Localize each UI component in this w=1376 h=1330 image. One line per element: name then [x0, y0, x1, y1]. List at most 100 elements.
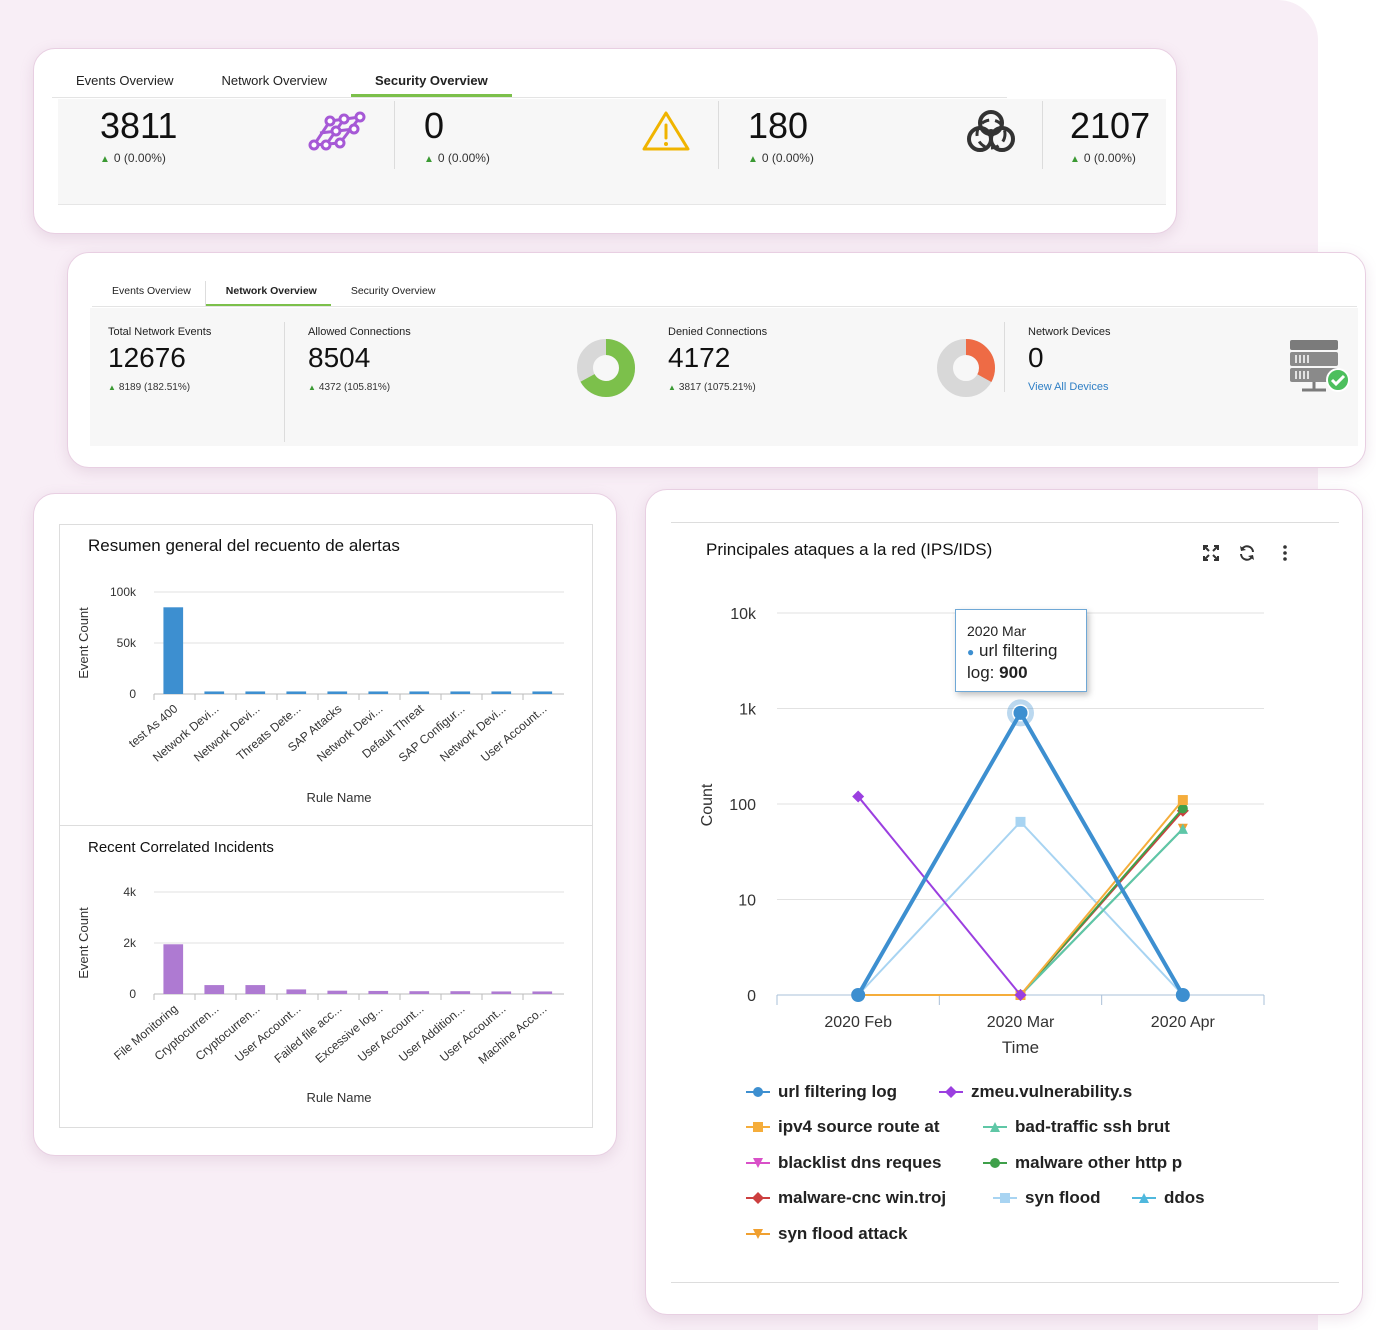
series-0[interactable]: [851, 705, 1190, 1002]
attacks-line-chart[interactable]: Count 0 10 100 1k 10k 2020 Feb 2020 Mar 2020 Apr…: [686, 590, 1326, 1070]
tab-events-overview[interactable]: Events Overview: [76, 73, 174, 88]
legend-label: ipv4 source route at: [778, 1117, 940, 1136]
x-axis-label: Time: [1002, 1038, 1039, 1057]
network-overview-card: Events Overview Network Overview Securit…: [67, 252, 1366, 468]
legend-item[interactable]: malware other http p: [983, 1153, 1182, 1173]
devices-label: Network Devices: [1028, 326, 1111, 338]
series-1[interactable]: [852, 790, 1027, 1001]
denied-delta: ▲ 3817 (1075.21%): [668, 382, 756, 393]
denied-label: Denied Connections: [668, 326, 768, 338]
total-events-value[interactable]: 12676: [108, 342, 186, 373]
security-metrics: 3811 ▲ 0 (0.00%) 0 ▲ 0 (0.00%): [58, 99, 1166, 205]
denied-slice[interactable]: [937, 339, 995, 397]
tab-security-overview[interactable]: Security Overview: [351, 67, 512, 97]
bar[interactable]: [163, 607, 184, 694]
kebab-menu-icon[interactable]: [1280, 544, 1290, 562]
card-divider-bottom: [671, 1282, 1339, 1283]
legend-item[interactable]: url filtering log: [746, 1082, 897, 1102]
biohazard-icon: [967, 110, 1015, 152]
data-point[interactable]: [1177, 795, 1188, 806]
x-tick-label: 2020 Feb: [824, 1014, 892, 1031]
bar[interactable]: [491, 991, 512, 994]
view-all-devices-link[interactable]: View All Devices: [1028, 381, 1109, 393]
bar[interactable]: [163, 944, 184, 994]
bar[interactable]: [204, 985, 225, 994]
series-line[interactable]: [856, 708, 1185, 996]
tab-network-overview[interactable]: Network Overview: [221, 73, 328, 88]
metric-delta: ▲ 0 (0.00%): [100, 151, 166, 165]
data-point[interactable]: [1015, 816, 1026, 827]
bar[interactable]: [368, 990, 389, 994]
tab-security-overview[interactable]: Security Overview: [350, 285, 436, 297]
bar[interactable]: [286, 989, 307, 994]
data-point[interactable]: [852, 790, 865, 803]
bar[interactable]: [245, 691, 266, 694]
allowed-value[interactable]: 8504: [308, 342, 371, 373]
bar[interactable]: [409, 991, 430, 994]
legend-marker-icon: [983, 1122, 1007, 1132]
bar[interactable]: [450, 991, 471, 994]
metric-delta: ▲ 0 (0.00%): [1070, 151, 1136, 165]
y-tick-label: 0: [747, 988, 756, 1005]
series-7[interactable]: [853, 816, 1188, 1000]
bar[interactable]: [204, 691, 225, 694]
legend-item[interactable]: syn flood: [993, 1188, 1101, 1208]
card-divider-top: [671, 522, 1339, 523]
bar[interactable]: [532, 991, 553, 994]
legend-marker-icon: [993, 1193, 1017, 1203]
tab-events-overview[interactable]: Events Overview: [92, 281, 206, 307]
legend-item[interactable]: zmeu.vulnerability.s: [939, 1082, 1132, 1102]
data-point[interactable]: [1014, 989, 1027, 1001]
series-line[interactable]: [858, 799, 1184, 996]
legend-item[interactable]: malware-cnc win.troj: [746, 1188, 946, 1208]
series-line[interactable]: [857, 795, 1022, 996]
bar[interactable]: [245, 985, 266, 994]
data-point[interactable]: [1013, 705, 1028, 720]
x-tick-label: 2020 Mar: [987, 1014, 1055, 1031]
refresh-icon[interactable]: [1238, 544, 1256, 562]
bar[interactable]: [532, 691, 553, 694]
bar[interactable]: [409, 691, 430, 694]
allowed-slice[interactable]: [577, 339, 635, 397]
y-tick-label: 10k: [730, 606, 757, 623]
metric-warnings[interactable]: 0 ▲ 0 (0.00%): [398, 99, 718, 205]
metric-events[interactable]: 3811 ▲ 0 (0.00%): [58, 99, 398, 205]
legend-item[interactable]: bad-traffic ssh brut: [983, 1117, 1170, 1137]
metric-threats[interactable]: 180 ▲ 0 (0.00%): [722, 99, 1042, 205]
expand-icon[interactable]: [1202, 544, 1220, 562]
charts-divider: [59, 825, 593, 826]
metric-value: 180: [748, 105, 809, 146]
allowed-donut-chart[interactable]: [576, 338, 636, 398]
x-tick-label: 2020 Apr: [1151, 1014, 1216, 1031]
network-attacks-card: Principales ataques a la red (IPS/IDS) C…: [645, 489, 1363, 1315]
bar[interactable]: [327, 990, 348, 994]
x-axis-label: Rule Name: [306, 790, 371, 805]
denied-value[interactable]: 4172: [668, 342, 731, 373]
y-tick-label: 2k: [123, 936, 137, 950]
legend-item[interactable]: ddos: [1132, 1188, 1205, 1208]
legend-item[interactable]: blacklist dns reques: [746, 1153, 941, 1173]
data-point[interactable]: [851, 988, 866, 1002]
tab-network-overview[interactable]: Network Overview: [205, 281, 331, 307]
bar[interactable]: [491, 691, 512, 694]
alert-charts-card: Resumen general del recuento de alertas …: [33, 493, 617, 1156]
data-point[interactable]: [1177, 803, 1188, 814]
bar[interactable]: [368, 691, 389, 694]
data-point[interactable]: [1175, 988, 1190, 1002]
metric-incidents[interactable]: 2107 ▲ 0 (0.00%): [1046, 99, 1166, 205]
bar[interactable]: [450, 691, 471, 694]
y-tick-label: 0: [129, 687, 136, 701]
denied-donut-chart[interactable]: [936, 338, 996, 398]
legend-item[interactable]: ipv4 source route at: [746, 1117, 940, 1137]
bar[interactable]: [327, 691, 348, 694]
legend-marker-icon: [746, 1087, 770, 1097]
legend-marker-icon: [1132, 1193, 1156, 1203]
hover-halo: [1007, 699, 1034, 727]
series-line[interactable]: [1019, 828, 1184, 996]
bar[interactable]: [286, 691, 307, 694]
metric-separator: [718, 101, 719, 169]
legend-item[interactable]: syn flood attack: [746, 1224, 907, 1244]
data-point[interactable]: [1177, 823, 1188, 834]
